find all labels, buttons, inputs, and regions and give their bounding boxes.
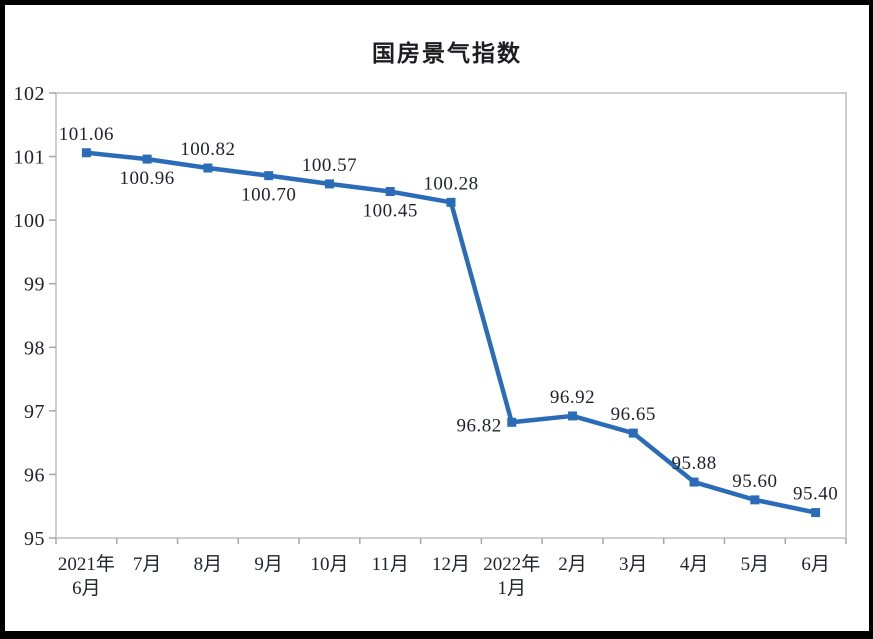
x-axis-category-label: 4月 [680,554,709,575]
data-point-marker [507,417,517,427]
data-point-marker [811,508,821,518]
data-point-marker [385,187,395,197]
data-point-marker [324,179,334,189]
data-point-marker [264,171,274,181]
y-axis-tick-label: 97 [24,401,45,423]
x-axis-category-label: 2021年 [58,553,115,575]
data-point-label: 100.96 [120,168,175,189]
y-axis-tick-label: 100 [14,210,46,232]
x-axis-category-label: 10月 [310,554,348,575]
data-point-label: 100.28 [423,173,478,194]
x-axis-category-label: 7月 [133,554,162,575]
data-point-label: 100.70 [241,185,296,206]
x-axis-category-label: 6月 [801,554,830,575]
data-point-label: 101.06 [59,124,114,145]
data-point-label: 100.82 [180,139,235,160]
x-axis-category-label: 8月 [194,554,223,575]
data-point-label: 96.65 [611,404,656,425]
x-axis-category-label: 11月 [372,554,409,575]
data-point-marker [628,428,638,438]
x-axis-category-label: 2022年 [483,553,540,575]
x-axis-category-label: 5月 [741,554,770,575]
data-point-label: 95.40 [793,484,838,505]
data-point-label: 96.82 [457,415,502,436]
data-point-marker [203,163,213,173]
x-axis-category-label: 6月 [72,578,101,599]
chart-title: 国房景气指数 [372,40,522,66]
x-axis-category-label: 2月 [558,554,587,575]
line-chart: 95 96 97 98 99 100 101 102 2021年 6月 7月 8月 9月 10月 11月 12… [14,83,847,599]
x-axis-category-label: 12月 [432,554,470,575]
y-axis-tick-label: 102 [14,83,46,105]
data-point-label: 95.60 [732,471,777,492]
data-point-marker [81,148,91,158]
data-point-marker [568,411,578,421]
data-point-marker [142,154,152,164]
x-axis-category-label: 3月 [619,554,648,575]
data-point-label: 100.45 [363,201,418,222]
chart-page: 国房景气指数 95 96 97 98 99 100 101 102 2021年 6月 7月 8月 9月 1… [5,5,869,631]
plot-area-border [55,92,847,539]
x-axis-category-label: 1月 [498,578,527,599]
data-point-label: 95.88 [671,453,716,474]
y-axis-tick-label: 98 [24,337,45,359]
data-point-label: 96.92 [550,387,595,408]
y-axis-tick-label: 95 [24,528,45,550]
y-axis-tick-label: 101 [14,147,46,169]
data-point-marker [750,495,760,505]
y-axis-tick-label: 99 [24,274,45,296]
data-point-label: 100.57 [302,155,357,176]
y-axis-tick-label: 96 [24,464,45,486]
data-point-marker [446,197,456,207]
x-axis-category-label: 9月 [254,554,283,575]
data-point-marker [689,477,699,487]
